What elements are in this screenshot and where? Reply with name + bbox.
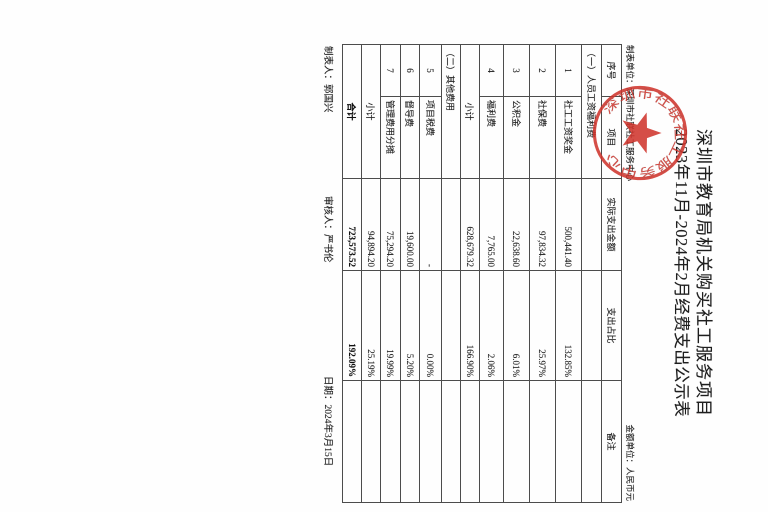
cell-amount: 75,294.20 [380, 178, 401, 271]
expense-table: 序号 项目 实际支出金额 支出占比 备注 （一）人员工资福利费 1 社工工资奖金 500,441… [342, 44, 622, 503]
cell-ratio: 6.01% [503, 270, 530, 381]
header-cell-3: 支出占比 [601, 270, 622, 381]
data-row: 7 管理费用分摊 75,294.20 19.99% [380, 44, 401, 503]
cell-no: 1 [555, 44, 582, 97]
total-row: 合计 723,573.52 192.09% [342, 44, 362, 503]
cell-amount: 723,573.52 [342, 178, 362, 271]
cell-ratio: 166.90% [460, 270, 480, 381]
cell-amount: 19,600.00 [400, 178, 420, 271]
currency-unit-label: 金额单位：人民币元 [625, 424, 635, 501]
cell-total-label: 合计 [342, 44, 362, 179]
cell-section-label: （一）人员工资福利费 [581, 44, 602, 179]
header-cell-4: 备注 [601, 380, 622, 503]
subtotal-row: 小计 628,679.32 166.90% [460, 44, 480, 503]
unit-line: 制表单位：深圳市社联社工服务中心 金额单位：人民币元 [624, 44, 636, 502]
footer-date: 日期：2024年3月15日 [322, 376, 332, 467]
cell-amount: 7,765.00 [479, 178, 504, 271]
cell-amount: 628,679.32 [460, 178, 480, 271]
data-row: 3 公积金 22,638.60 6.01% [503, 44, 530, 503]
cell-ratio: 2.06% [479, 270, 504, 381]
cell-no: 4 [479, 44, 504, 97]
cell-amount: 97,834.32 [529, 178, 556, 271]
subtotal-row: 小计 94,894.20 25.19% [361, 44, 381, 503]
document-title-line1: 深圳市教育局机关购买社工服务项目 [694, 129, 713, 417]
document-footer: 制表人：郭国兴 审核人：严书伦 日期：2024年3月15日 [320, 44, 336, 502]
header-cell-1: 项目 [601, 96, 622, 179]
cell-ratio [581, 270, 602, 381]
section-row: （二）其他费用 [441, 44, 461, 503]
rotated-document: 深圳市教育局机关购买社工服务项目 2023年11月-2024年2月经费支出公示表… [322, 44, 714, 503]
preparer-name: 制表人：郭国兴 [322, 46, 332, 113]
cell-ratio: 19.99% [380, 270, 401, 381]
cell-no: 3 [503, 44, 530, 97]
cell-no: 7 [380, 44, 401, 97]
cell-amount [441, 178, 461, 271]
cell-amount: 22,638.60 [503, 178, 530, 271]
cell-note [460, 380, 480, 503]
cell-item: 管理费用分摊 [380, 96, 401, 179]
header-cell-2: 实际支出金额 [601, 178, 622, 271]
cell-note [529, 380, 556, 503]
cell-subtotal-label: 小计 [460, 44, 480, 179]
cell-item: 社保费 [529, 96, 556, 179]
cell-ratio: 25.19% [361, 270, 381, 381]
cell-amount: - [419, 178, 442, 271]
data-row: 5 项目税费 -0.00% [419, 44, 442, 503]
cell-ratio [441, 270, 461, 381]
cell-no: 6 [400, 44, 420, 97]
cell-amount: 94,894.20 [361, 178, 381, 271]
cell-note [581, 380, 602, 503]
data-row: 1 社工工资奖金 500,441.40 132.85% [555, 44, 582, 503]
cell-section-label: （二）其他费用 [441, 44, 461, 179]
cell-note [380, 380, 401, 503]
cell-item: 项目税费 [419, 96, 442, 179]
header-cell-0: 序号 [601, 44, 622, 97]
cell-note [441, 380, 461, 503]
data-row: 4 福利费 7,765.00 2.06% [479, 44, 504, 503]
cell-no: 5 [419, 44, 442, 97]
cell-ratio: 25.97% [529, 270, 556, 381]
cell-note [555, 380, 582, 503]
table-header-row: 序号 项目 实际支出金额 支出占比 备注 [601, 44, 622, 503]
cell-amount [581, 178, 602, 271]
data-row: 2 社保费 97,834.32 25.97% [529, 44, 556, 503]
cell-note [503, 380, 530, 503]
cell-note [479, 380, 504, 503]
cell-item: 督导费 [400, 96, 420, 179]
cell-note [419, 380, 442, 503]
cell-note [342, 380, 362, 503]
cell-ratio: 5.20% [400, 270, 420, 381]
cell-note [400, 380, 420, 503]
cell-amount: 500,441.40 [555, 178, 582, 271]
cell-ratio: 192.09% [342, 270, 362, 381]
cell-subtotal-label: 小计 [361, 44, 381, 179]
cell-item: 福利费 [479, 96, 504, 179]
cell-ratio: 132.85% [555, 270, 582, 381]
section-row: （一）人员工资福利费 [581, 44, 602, 503]
cell-ratio: 0.00% [419, 270, 442, 381]
cell-item: 社工工资奖金 [555, 96, 582, 179]
document-title-line2: 2023年11月-2024年2月经费支出公示表 [672, 128, 691, 418]
preparing-unit-label: 制表单位：深圳市社联社工服务中心 [625, 45, 635, 182]
reviewer-name: 审核人：严书伦 [322, 196, 332, 263]
cell-note [361, 380, 381, 503]
cell-item: 公积金 [503, 96, 530, 179]
data-row: 6 督导费 19,600.00 5.20% [400, 44, 420, 503]
cell-no: 2 [529, 44, 556, 97]
